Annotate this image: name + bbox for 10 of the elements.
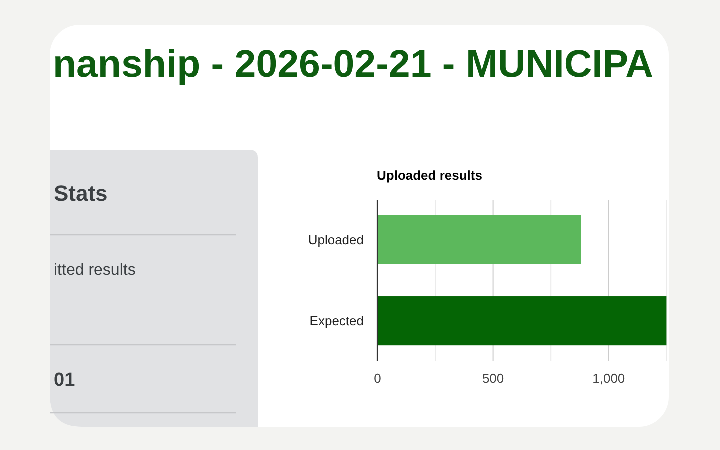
chart-title: Uploaded results xyxy=(377,168,482,183)
text: Stats xyxy=(54,181,108,206)
y-tick-label: Uploaded xyxy=(308,232,364,248)
x-tick-label: 1,000 xyxy=(592,371,626,386)
y-tick-label: Expected xyxy=(310,314,364,329)
x-tick-label: 0 xyxy=(374,371,382,386)
text: 01 xyxy=(54,370,76,391)
x-tick-label: 500 xyxy=(482,371,504,386)
text: itted results xyxy=(54,262,136,279)
text: nanship - 2026-02-21 - MUNICIPA xyxy=(53,43,654,86)
